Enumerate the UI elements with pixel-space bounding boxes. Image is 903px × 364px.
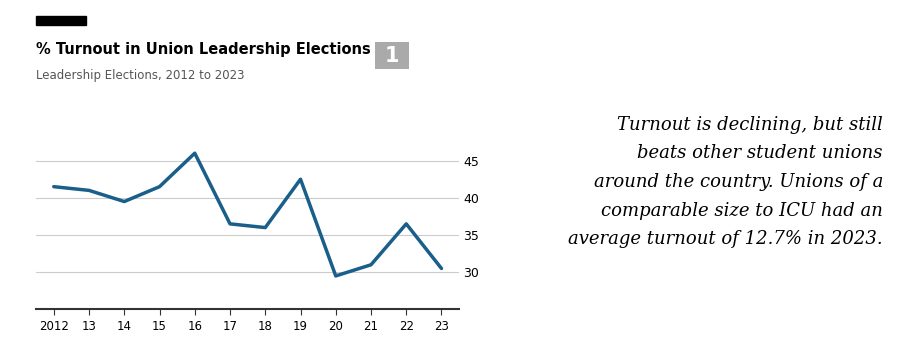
Text: % Turnout in Union Leadership Elections: % Turnout in Union Leadership Elections	[36, 42, 370, 57]
Text: Leadership Elections, 2012 to 2023: Leadership Elections, 2012 to 2023	[36, 69, 245, 82]
Text: Turnout is declining, but still
beats other student unions
around the country. U: Turnout is declining, but still beats ot…	[568, 116, 882, 248]
Text: 1: 1	[384, 46, 399, 66]
